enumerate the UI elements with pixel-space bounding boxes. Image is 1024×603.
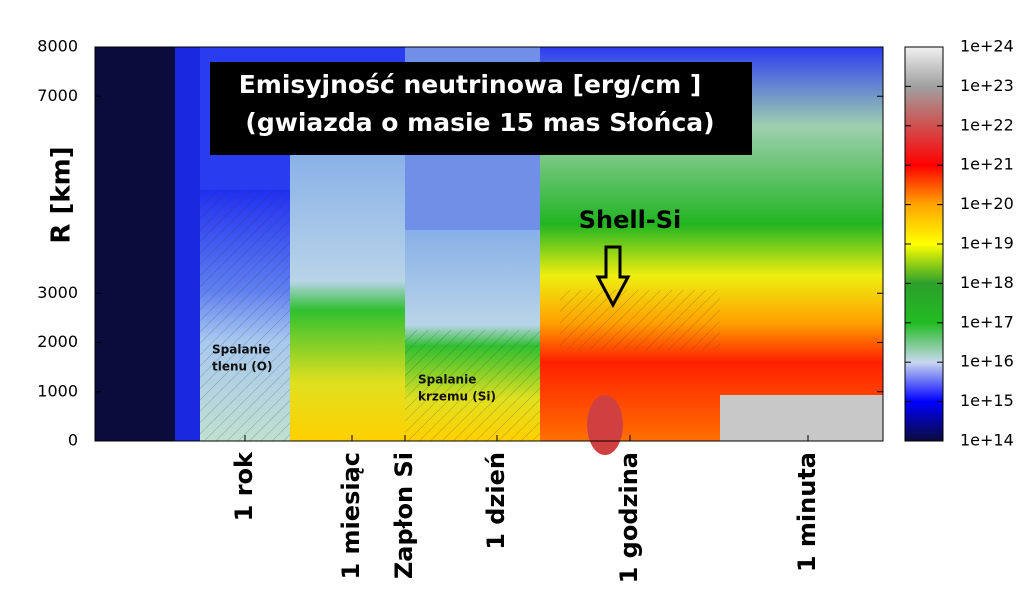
chart-title: Emisyjność neutrinowa [erg/cm ] [239, 70, 702, 99]
y-axis-label: R [km] [47, 146, 77, 243]
colorbar-tick-label: 1e+15 [960, 391, 1014, 410]
heatmap [95, 47, 883, 455]
colorbar-tick-label: 1e+24 [960, 37, 1014, 56]
arrow [595, 245, 631, 309]
x-tick-label: 1 rok [230, 451, 258, 521]
y-tick-label: 3000 [37, 283, 78, 302]
colorbar-tick-label: 1e+23 [960, 76, 1014, 95]
colorbar-tick-label: 1e+14 [960, 431, 1014, 450]
colorbar-tick-label: 1e+22 [960, 115, 1014, 134]
x-tick-label: 1 dzień [482, 452, 510, 550]
colorbar-tick-label: 1e+17 [960, 312, 1014, 331]
annotation: Spalanie [212, 343, 270, 357]
annotation: tlenu (O) [212, 360, 272, 374]
y-tick-label: 7000 [37, 86, 78, 105]
x-tick-label: 1 minuta [793, 452, 821, 572]
annotation: Spalanie [418, 373, 476, 387]
y-tick-label: 1000 [37, 381, 78, 400]
colorbar-tick-label: 1e+18 [960, 273, 1014, 292]
colorbar [904, 46, 944, 442]
y-tick-label: 0 [68, 431, 78, 450]
colorbar-tick-label: 1e+16 [960, 352, 1014, 371]
x-tick-label: 1 godzina [615, 452, 643, 583]
plot-frame [94, 46, 884, 442]
chart-subtitle: (gwiazda o masie 15 mas Słońca) [245, 108, 714, 137]
annotation: krzemu (Si) [418, 390, 496, 404]
y-tick-label: 2000 [37, 332, 78, 351]
annotation: Shell-Si [579, 206, 682, 234]
x-tick-label: 1 miesiąc [337, 452, 365, 580]
colorbar-tick-label: 1e+21 [960, 155, 1014, 174]
colorbar-tick-label: 1e+19 [960, 234, 1014, 253]
y-tick-label: 8000 [37, 37, 78, 56]
colorbar-tick-label: 1e+20 [960, 194, 1014, 213]
x-tick-label: Zapłon Si [390, 452, 418, 579]
